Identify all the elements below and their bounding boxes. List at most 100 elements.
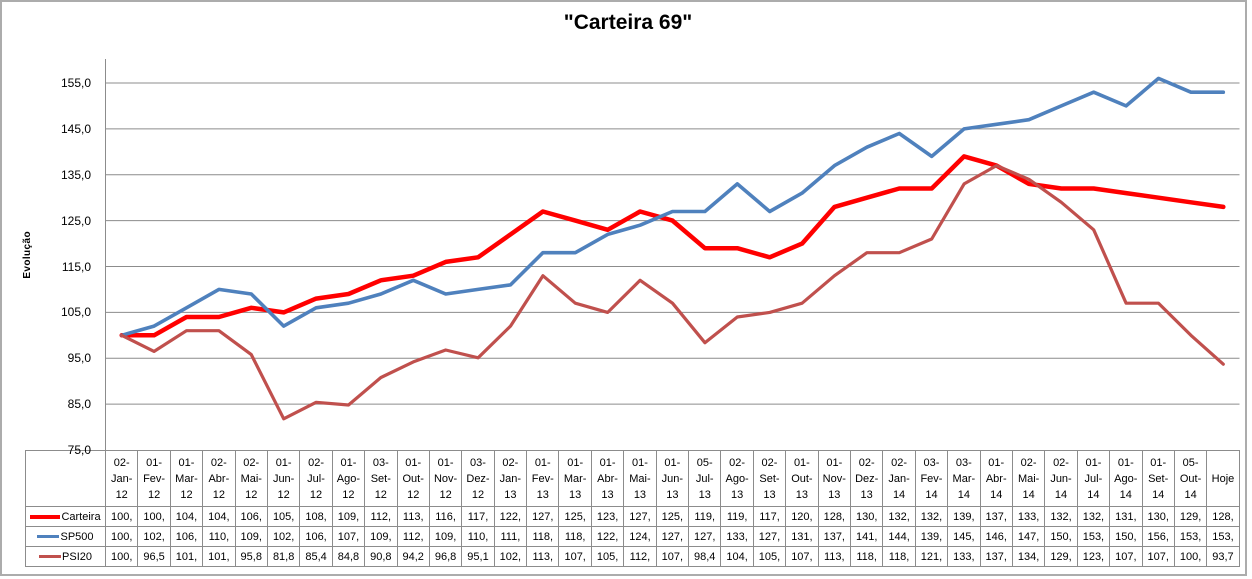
date-header-line: Ago- [725,472,749,485]
value-cell: 105, [266,506,301,527]
value-cell: 98,4 [688,546,722,567]
value-cell: 118, [849,546,884,567]
date-header-cell: 01- Fev- 13 [526,450,560,507]
date-header-cell: 03- Fev- 14 [914,450,949,507]
value-cell: 129, [1044,546,1078,567]
series-line-carteira [119,154,1226,338]
date-header-line: Fev- [143,472,166,485]
value-cell: 122, [590,526,625,547]
date-header-line: 13 [633,488,647,501]
date-header-line: 14 [990,488,1003,501]
date-header-line: Dez- [466,472,490,485]
date-header-cell: 02- Dez- 13 [849,450,884,507]
date-header-line: 12 [147,488,161,501]
date-header-line: Jan- [888,472,910,485]
value-cell: 108, [299,506,333,527]
date-header-line: 13 [730,488,744,501]
value-cell: 131, [1109,506,1143,527]
date-header-line: 02- [308,456,324,469]
date-header-cell: 01- Abr- 13 [590,450,625,507]
date-header-line: 02- [729,456,746,469]
date-header-line: 12 [180,488,193,501]
value-cell: 107, [331,526,366,547]
date-header-line: 03- [923,456,940,469]
date-header-line: Abr- [208,472,230,485]
date-header-line: Ago- [1114,472,1138,485]
date-header-line: Mai- [1017,472,1040,485]
date-header-line: 01- [146,456,163,469]
date-header-line: 14 [1022,488,1035,501]
date-header-line: 01- [599,456,616,469]
date-header-line: 12 [407,488,420,501]
value-cell: 127, [526,506,560,527]
date-header-line: Jan- [110,472,133,485]
legend-key-icon [39,555,62,559]
value-cell: 156, [1141,526,1175,547]
table-row-carteira: Carteira 100, 100, 104, 104, 106, 105, 108, 109,… [25,506,1240,527]
date-header-line: 02- [243,456,260,469]
date-header-line: 12 [439,488,452,501]
value-cell: 118, [526,526,560,547]
date-header-line: 01- [275,456,292,469]
date-header-line: 02- [891,456,908,469]
value-cell: 134, [1011,546,1046,567]
value-cell: 132, [914,506,949,527]
value-cell: 123, [590,506,625,527]
date-header-line: 14 [1152,488,1165,501]
date-header-cell: 02- Abr- 12 [202,450,236,507]
value-cell: 129, [1173,506,1208,527]
legend-item-psi20: PSI20 [25,546,106,567]
value-cell: 150, [1109,526,1143,547]
value-cell: 111, [493,526,528,547]
value-cell: 100, [104,546,139,567]
date-header-line: Hoje [1211,472,1235,485]
date-header-line: 02- [761,456,778,469]
value-cell: 94,2 [396,546,430,567]
date-header-line: 01- [437,456,454,469]
date-header-line: 12 [115,488,128,501]
value-cell: 118, [558,526,592,547]
value-cell: 100, [137,506,171,527]
value-cell: 109, [234,526,268,547]
y-axis-tick-label: 155,0 [60,76,91,90]
date-header-line: 13 [795,488,809,501]
date-header-line: 01- [826,456,843,469]
value-cell: 90,8 [364,546,398,567]
date-header-line: Jun- [1050,472,1072,485]
value-cell: 100, [104,526,139,547]
value-cell: 145, [947,526,981,547]
value-cell: 110, [202,526,236,547]
value-cell: 100, [1173,546,1208,567]
value-cell: 137, [979,546,1013,567]
date-header-line: Abr- [985,472,1007,485]
date-header-line: 05- [1182,456,1199,469]
date-header-cell: 02- Set- 13 [752,450,787,507]
date-header-cell: 01- Mar- 12 [169,450,204,507]
date-header-line: 01- [1150,456,1167,469]
date-header-cell: 02- Jun- 14 [1044,450,1078,507]
date-header-cell: 02- Ago- 13 [720,450,754,507]
date-header-line: 01- [340,456,357,469]
date-header-cell: 05- Out- 14 [1173,450,1208,507]
date-header-line: 02- [1020,456,1037,469]
date-header-line: 02- [1053,456,1069,469]
value-cell: 93,7 [1206,546,1240,567]
value-cell: 119, [688,506,722,527]
date-header-line: 01- [534,456,551,469]
date-header-line: Jun- [661,472,684,485]
date-header-cell: 01- Nov- 13 [817,450,851,507]
value-cell: 137, [817,526,851,547]
date-header-cell: 02- Jul- 12 [299,450,333,507]
value-cell: 127, [655,526,690,547]
date-header-cell: 01- Mar- 13 [558,450,592,507]
date-header-line: 13 [698,488,711,501]
date-header-line: 01- [1117,456,1134,469]
value-cell: 96,5 [137,546,171,567]
value-cell: 106, [234,506,268,527]
legend-item-sp500: SP500 [25,526,106,547]
value-cell: 139, [914,526,949,547]
legend-label: Carteira [61,510,101,523]
value-cell: 105, [752,546,787,567]
date-header-line: 14 [957,488,970,501]
